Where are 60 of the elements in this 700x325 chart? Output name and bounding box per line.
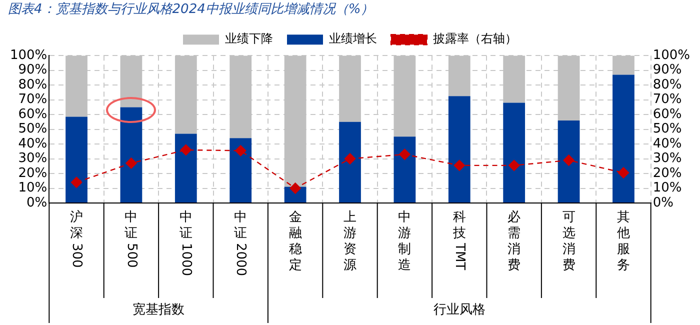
y2-tick-label: 100% [652, 48, 690, 63]
point [563, 154, 574, 166]
x-tick-label: 可选消费 [562, 210, 576, 273]
bar [503, 102, 526, 202]
bar [339, 122, 361, 202]
legend-label: 披露率（右轴） [433, 32, 517, 46]
x-tick-label: 其他服务 [616, 210, 630, 273]
bar [612, 74, 634, 202]
y-tick-label: 90% [18, 62, 48, 78]
y2-tick-label: 10% [652, 180, 682, 196]
bar [558, 120, 580, 202]
x-tick-label: 中证2000 [233, 210, 248, 276]
point [290, 182, 301, 194]
x-tick-label: 中证500 [124, 210, 139, 268]
y-tick-label: 50% [18, 122, 48, 137]
y2-tick-label: 90% [652, 62, 682, 78]
y-tick-label: 20% [18, 166, 48, 181]
chart-title: 图表4：宽基指数与行业风格2024中报业绩同比增减情况（%） [8, 1, 374, 18]
legend-label: 业绩增长 [329, 32, 377, 46]
y2-tick-label: 0% [652, 195, 674, 210]
bar [230, 138, 252, 202]
text: 宽基指数 [132, 301, 185, 318]
bar [120, 107, 142, 202]
x-tick-label: 科技TMT [452, 210, 468, 270]
y-tick-label: 80% [18, 77, 48, 92]
x-tick-label: 金融稳定 [288, 210, 302, 273]
y2-tick-label: 20% [652, 166, 682, 181]
y2-tick-label: 40% [652, 136, 682, 152]
x-tick-label: 上游资源 [344, 210, 356, 273]
y-tick-label: 60% [18, 106, 48, 122]
text: 行业风格 [433, 302, 486, 318]
point [508, 160, 520, 172]
y2-tick-label: 80% [652, 77, 682, 92]
point [344, 153, 356, 164]
bar [66, 116, 88, 202]
bar [394, 136, 416, 202]
x-tick-label: 沪深300 [69, 208, 84, 268]
y2-tick-label: 30% [652, 151, 682, 166]
x-tick-label: 中游制造 [398, 210, 412, 273]
x-tick-label: 中证1000 [178, 210, 194, 276]
point [180, 144, 192, 156]
bar [448, 96, 470, 202]
point [454, 160, 465, 172]
y2-tick-label: 70% [652, 92, 682, 108]
point [235, 145, 246, 156]
bar [174, 134, 197, 202]
point [618, 167, 630, 178]
point [70, 176, 82, 188]
y2-tick-label: 60% [652, 106, 682, 122]
x-tick-label: 必需消费 [508, 210, 521, 273]
y2-tick-label: 50% [652, 122, 682, 137]
y-tick-label: 0% [26, 195, 48, 210]
legend-label: 业绩下降 [225, 32, 273, 46]
y-tick-label: 10% [18, 180, 48, 196]
y-tick-label: 30% [18, 151, 48, 166]
y-tick-label: 100% [10, 48, 48, 63]
point [126, 158, 137, 169]
y-tick-label: 40% [18, 136, 48, 152]
point [399, 148, 410, 160]
y-tick-label: 70% [18, 92, 48, 108]
